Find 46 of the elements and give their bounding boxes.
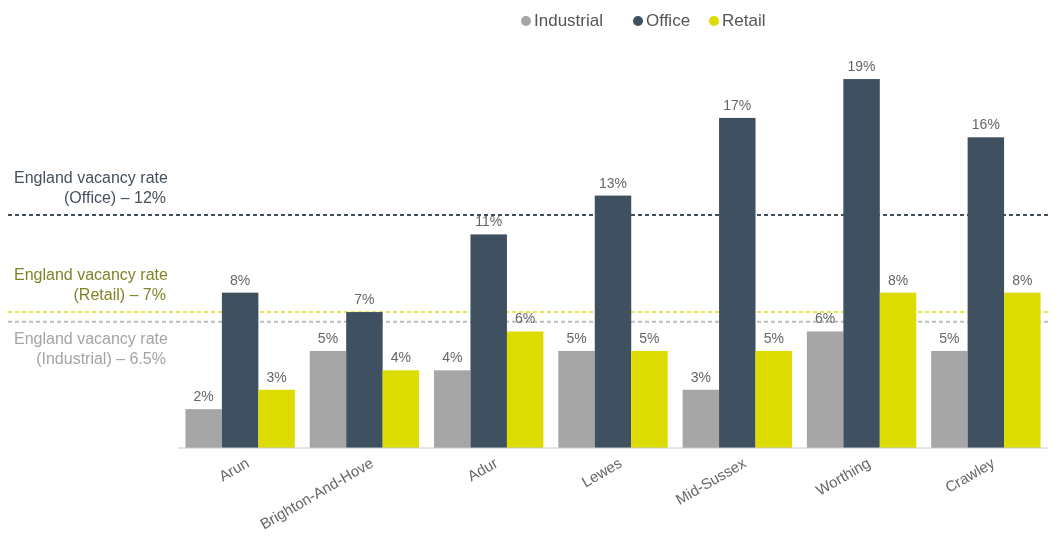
data-label: 8% xyxy=(1012,271,1033,288)
data-label: 8% xyxy=(230,271,251,288)
data-label: 5% xyxy=(763,329,784,346)
bar xyxy=(185,409,222,448)
data-label: 17% xyxy=(723,96,752,113)
data-label: 11% xyxy=(475,213,503,230)
legend-label: Office xyxy=(646,11,691,30)
data-label: 4% xyxy=(390,349,411,366)
data-label: 3% xyxy=(690,368,711,385)
bar xyxy=(682,389,720,448)
data-label: 19% xyxy=(847,58,876,75)
ref-line-label: England vacancy rate (Industrial) – 6.5% xyxy=(14,329,168,367)
bar xyxy=(755,350,792,448)
bar xyxy=(434,370,471,448)
bar xyxy=(931,350,968,448)
x-tick-label: Arun xyxy=(215,453,252,485)
data-label: 13% xyxy=(598,174,628,191)
data-label: 3% xyxy=(266,368,287,385)
legend-label: Industrial xyxy=(534,11,603,30)
x-tick-label: Adur xyxy=(464,453,501,485)
bar xyxy=(470,234,507,448)
data-label: 7% xyxy=(354,291,375,308)
bar xyxy=(506,331,544,448)
ref-line-label: England vacancy rate (Office) – 12% xyxy=(14,168,168,206)
bar xyxy=(221,292,259,448)
bar xyxy=(309,350,347,448)
bar xyxy=(258,389,295,448)
data-label: 8% xyxy=(887,271,909,288)
bar xyxy=(382,370,420,448)
data-label: 2% xyxy=(193,388,214,405)
data-label: 16% xyxy=(971,116,1000,133)
data-label: 5% xyxy=(317,329,339,346)
data-label: 5% xyxy=(566,329,587,346)
data-label: 5% xyxy=(639,329,660,346)
bar xyxy=(558,350,595,448)
data-label: 6% xyxy=(815,310,836,327)
data-label: 6% xyxy=(515,310,536,327)
ref-line-label: England vacancy rate (Retail) – 7% xyxy=(14,266,168,304)
bar xyxy=(346,312,383,448)
bar xyxy=(879,292,917,448)
bar xyxy=(1004,292,1041,448)
bar xyxy=(631,350,668,448)
data-label: 5% xyxy=(939,329,960,346)
data-label: 4% xyxy=(442,349,463,366)
legend-label: Retail xyxy=(722,11,766,30)
bar xyxy=(806,331,844,448)
